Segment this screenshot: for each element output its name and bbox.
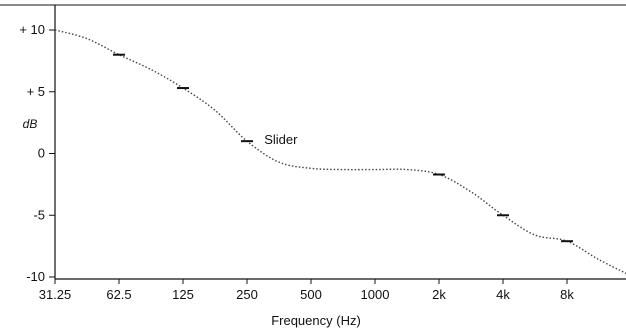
y-tick-label-2: 0	[38, 146, 45, 161]
y-tick-label-1: + 5	[27, 84, 45, 99]
x-axis-title: Frequency (Hz)	[271, 313, 361, 328]
x-tick-label-1: 62.5	[106, 287, 131, 302]
x-tick-label-0: 31.25	[39, 287, 72, 302]
x-tick-label-6: 2k	[432, 287, 446, 302]
y-tick-label-3: -5	[33, 207, 45, 222]
y-axis-label: dB	[23, 117, 38, 131]
x-tick-label-8: 8k	[560, 287, 574, 302]
annotation-0: Slider	[264, 132, 298, 147]
x-tick-label-4: 500	[300, 287, 322, 302]
plot-area: + 10 + 5 0 -5 -10 31.25 62.5 125 250 500 1000 2k 4k 8…	[19, 5, 626, 302]
y-tick-label-0: + 10	[19, 22, 45, 37]
y-tick-label-4: -10	[26, 269, 45, 284]
series-line-0	[54, 29, 626, 275]
x-tick-label-2: 125	[172, 287, 194, 302]
x-tick-label-7: 4k	[496, 287, 510, 302]
x-tick-label-3: 250	[236, 287, 258, 302]
x-tick-label-5: 1000	[361, 287, 390, 302]
